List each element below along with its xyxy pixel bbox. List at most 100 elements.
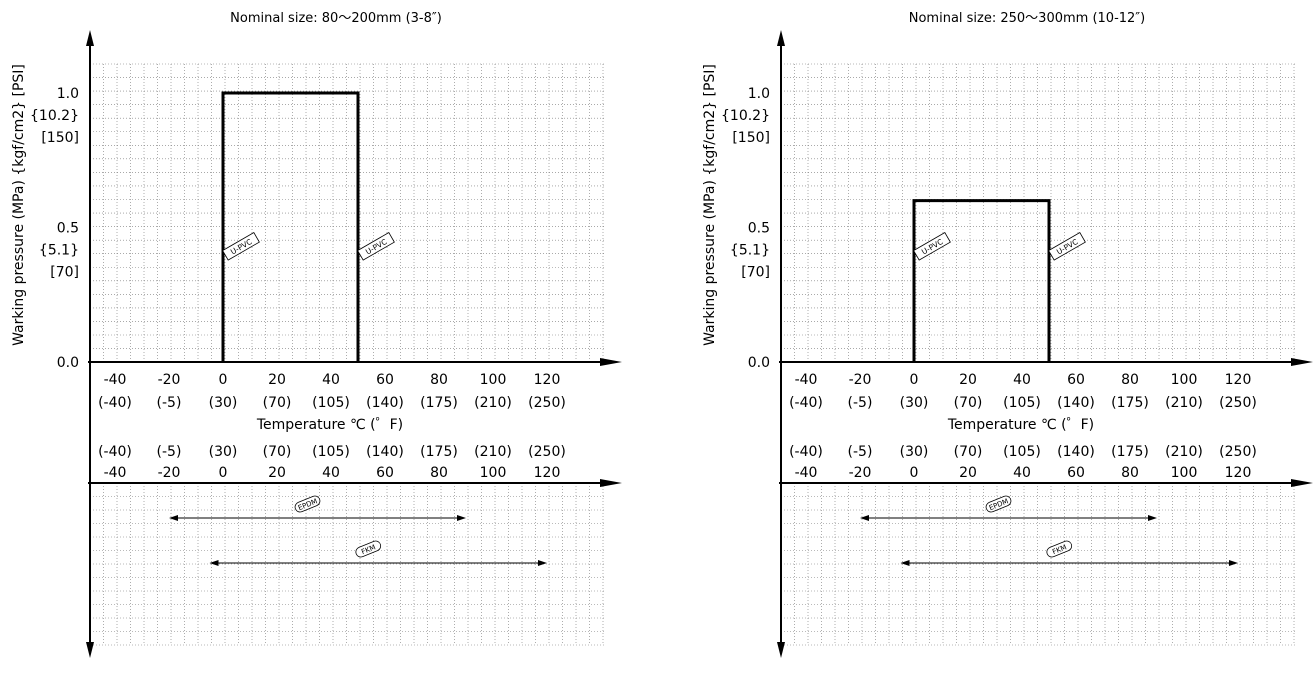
series-tag-box [222, 232, 260, 261]
seal-x-tick-fahrenheit: (-5) [848, 444, 873, 460]
seal-x-tick-fahrenheit: (140) [1057, 444, 1095, 460]
seal-x-axis-arrow-icon [1291, 479, 1313, 487]
chart-svg: Nominal size: 80～200mm (3-8″) Warking pre… [11, 11, 622, 658]
x-tick-celsius: 40 [1013, 372, 1031, 388]
x-tick-fahrenheit: (70) [954, 395, 983, 411]
chart-title: Nominal size: 250～300mm (10-12″) [909, 11, 1145, 26]
x-tick-celsius: 120 [1225, 372, 1252, 388]
x-tick-fahrenheit: (175) [1111, 395, 1149, 411]
x-tick-fahrenheit: (140) [1057, 395, 1095, 411]
x-tick-celsius: 20 [959, 372, 977, 388]
seal-x-tick-celsius: 60 [1067, 465, 1085, 481]
seal-x-tick-fahrenheit: (70) [263, 444, 292, 460]
x-tick-fahrenheit: (-40) [789, 395, 823, 411]
seal-x-tick-celsius: 0 [910, 465, 919, 481]
seal-x-tick-fahrenheit: (30) [900, 444, 929, 460]
chart-panel-large-sizes: Nominal size: 250～300mm (10-12″) Warking … [691, 0, 1314, 675]
seal-x-tick-fahrenheit: (250) [528, 444, 566, 460]
y-tick-kgf: {5.1} [730, 243, 770, 259]
range-arrow-left-icon [900, 560, 910, 566]
series-tag-box [913, 232, 951, 261]
range-tag: EPDM [985, 495, 1012, 513]
seal-x-tick-celsius: 40 [322, 465, 340, 481]
seal-x-tick-celsius: -20 [158, 465, 181, 481]
seal-x-tick-celsius: -20 [849, 465, 872, 481]
x-tick-fahrenheit: (250) [1219, 395, 1257, 411]
x-tick-fahrenheit: (-5) [157, 395, 182, 411]
x-tick-fahrenheit: (30) [209, 395, 238, 411]
x-axis-label: Temperature ℃ (゜F) [256, 417, 403, 433]
seal-x-tick-celsius: 80 [1121, 465, 1139, 481]
range-tag-box [294, 495, 321, 513]
y-tick-mpa: 0.5 [748, 221, 770, 237]
range-arrow-right-icon [1229, 560, 1238, 566]
seal-x-tick-fahrenheit: (175) [420, 444, 458, 460]
seal-x-tick-celsius: 20 [268, 465, 286, 481]
y-tick-mpa: 0.5 [57, 221, 79, 237]
seal-x-tick-fahrenheit: (175) [1111, 444, 1149, 460]
range-arrow-right-icon [457, 515, 466, 521]
x-tick-fahrenheit: (210) [474, 395, 512, 411]
x-tick-celsius: -20 [849, 372, 872, 388]
seal-x-tick-celsius: 20 [959, 465, 977, 481]
series-tag: U-PVC [222, 232, 260, 261]
x-tick-fahrenheit: (30) [900, 395, 929, 411]
range-tag: EPDM [294, 495, 321, 513]
y-tick-mpa: 1.0 [57, 86, 79, 102]
x-tick-celsius: -40 [104, 372, 127, 388]
seal-x-tick-celsius: -40 [795, 465, 818, 481]
x-tick-celsius: 60 [376, 372, 394, 388]
range-tag: FKM [1046, 540, 1073, 558]
y-tick-mpa: 0.0 [748, 355, 770, 371]
y-tick-kgf: {10.2} [721, 108, 770, 124]
seal-x-tick-celsius: 120 [534, 465, 561, 481]
y-tick-mpa: 1.0 [748, 86, 770, 102]
range-arrow-left-icon [169, 515, 178, 521]
x-tick-celsius: 80 [430, 372, 448, 388]
x-tick-celsius: 0 [910, 372, 919, 388]
x-tick-fahrenheit: (70) [263, 395, 292, 411]
series-tag: U-PVC [913, 232, 951, 261]
seal-x-tick-celsius: 120 [1225, 465, 1252, 481]
y-tick-mpa: 0.0 [57, 355, 79, 371]
x-axis-arrow-icon [600, 358, 622, 366]
y-axis-arrow-down-icon [777, 642, 785, 658]
range-tag-box [985, 495, 1012, 513]
series-tag-box [357, 232, 395, 261]
y-tick-psi: [70] [741, 265, 770, 281]
series-tag-box [1048, 232, 1086, 261]
chart-title: Nominal size: 80～200mm (3-8″) [230, 11, 442, 26]
x-tick-celsius: -40 [795, 372, 818, 388]
seal-x-tick-fahrenheit: (210) [1165, 444, 1203, 460]
seal-x-tick-fahrenheit: (250) [1219, 444, 1257, 460]
y-axis-arrow-up-icon [86, 30, 94, 46]
seal-x-tick-fahrenheit: (-40) [789, 444, 823, 460]
range-arrow-right-icon [1148, 515, 1157, 521]
seal-x-tick-celsius: 40 [1013, 465, 1031, 481]
seal-x-tick-celsius: 0 [219, 465, 228, 481]
seal-x-tick-fahrenheit: (-40) [98, 444, 132, 460]
y-axis-label: Warking pressure (MPa) {kgf/cm2} [PSI] [11, 64, 27, 346]
y-axis-arrow-up-icon [777, 30, 785, 46]
seal-x-tick-celsius: -40 [104, 465, 127, 481]
seal-x-tick-fahrenheit: (105) [1003, 444, 1041, 460]
seal-x-axis-arrow-icon [600, 479, 622, 487]
x-tick-celsius: 20 [268, 372, 286, 388]
seal-x-tick-celsius: 100 [1171, 465, 1198, 481]
range-arrow-left-icon [209, 560, 219, 566]
x-tick-celsius: 60 [1067, 372, 1085, 388]
x-tick-celsius: 0 [219, 372, 228, 388]
x-tick-celsius: -20 [158, 372, 181, 388]
series-line-u-pvc [912, 199, 1051, 362]
x-tick-fahrenheit: (175) [420, 395, 458, 411]
seal-x-tick-fahrenheit: (210) [474, 444, 512, 460]
series-line-u-pvc [221, 91, 360, 362]
seal-x-tick-celsius: 100 [480, 465, 507, 481]
seal-x-tick-fahrenheit: (105) [312, 444, 350, 460]
x-tick-celsius: 120 [534, 372, 561, 388]
seal-x-tick-fahrenheit: (30) [209, 444, 238, 460]
seal-x-tick-celsius: 60 [376, 465, 394, 481]
seal-x-tick-fahrenheit: (140) [366, 444, 404, 460]
series-tag: U-PVC [357, 232, 395, 261]
x-tick-fahrenheit: (250) [528, 395, 566, 411]
